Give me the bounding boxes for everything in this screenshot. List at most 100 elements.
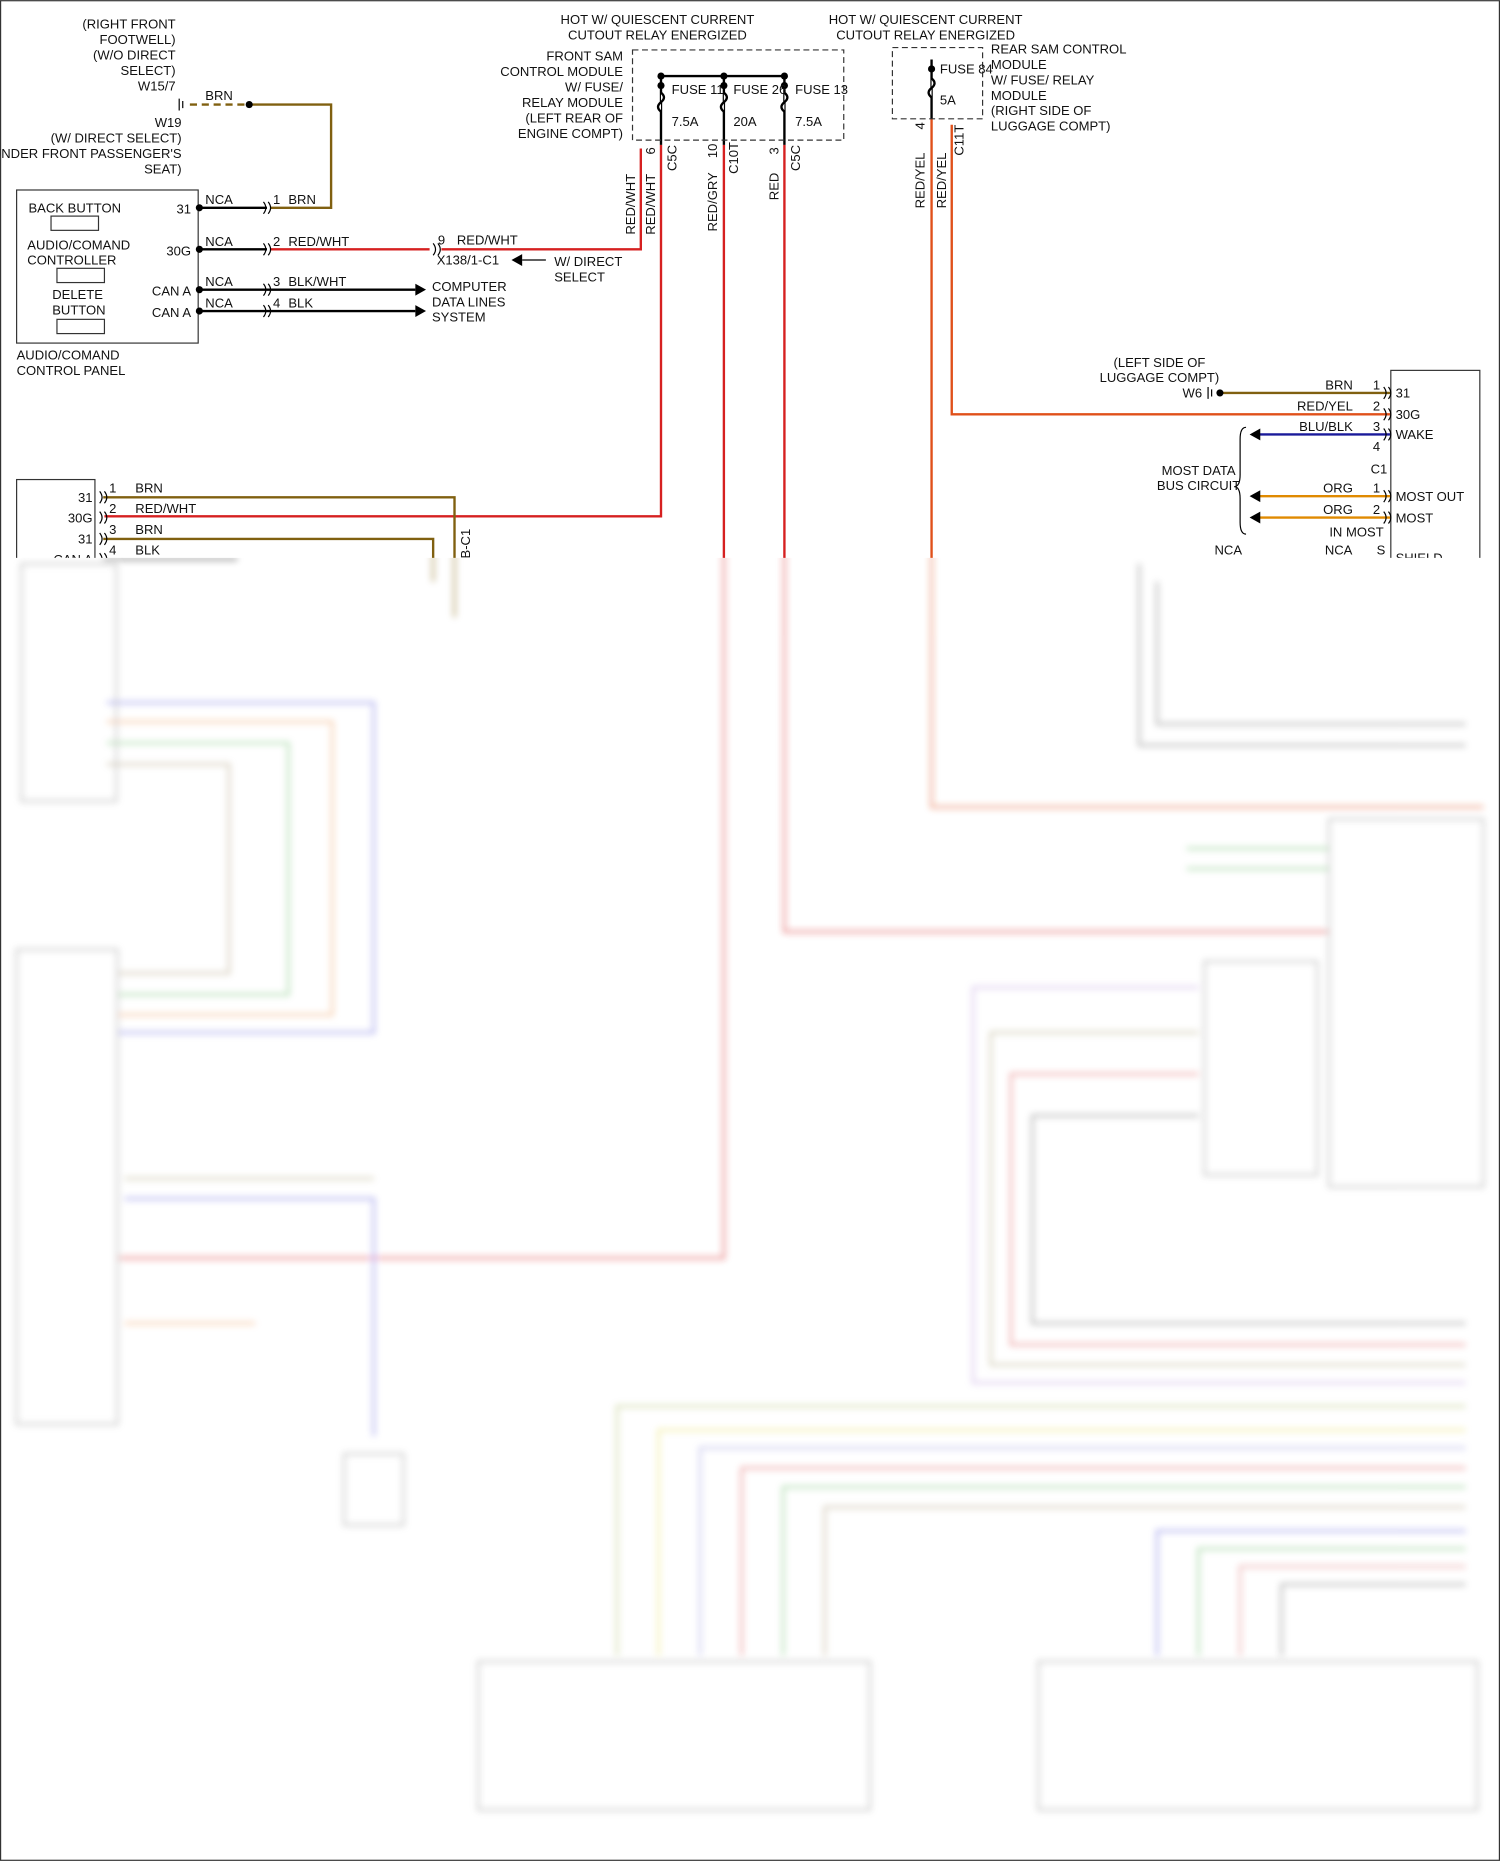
label: BLK xyxy=(288,295,313,310)
wire xyxy=(782,1485,1466,1656)
label: SYSTEM xyxy=(432,310,486,325)
label: UNDER FRONT PASSENGER'S xyxy=(0,146,182,161)
label: NCA xyxy=(205,295,233,310)
label: B-C1 xyxy=(458,529,473,559)
label: RED/GRY xyxy=(705,172,720,232)
wire xyxy=(1197,1547,1466,1656)
component-box xyxy=(343,1452,405,1526)
label: FOOTWELL) xyxy=(100,32,176,47)
bus-brace xyxy=(1234,426,1247,535)
label: (RIGHT FRONT xyxy=(82,17,175,32)
junction xyxy=(720,72,728,80)
junction xyxy=(195,204,203,212)
label: RED xyxy=(766,173,781,201)
label: BLK/WHT xyxy=(288,274,346,289)
label: RED/WHT xyxy=(623,174,638,235)
label: RED/WHT xyxy=(135,501,196,516)
label: NCA xyxy=(205,192,233,207)
connector-symbol xyxy=(99,511,108,524)
label: C11T xyxy=(952,125,967,156)
label: X138/1-C1 xyxy=(437,253,499,268)
junction xyxy=(657,82,665,90)
arrow xyxy=(415,283,427,296)
label: MOST OUT xyxy=(1396,489,1465,504)
wire xyxy=(1031,1114,1466,1325)
connector-symbol xyxy=(1383,407,1392,421)
ground-symbol xyxy=(178,98,184,111)
wire xyxy=(971,986,1466,1384)
label: MOST xyxy=(1396,510,1434,525)
wire xyxy=(1138,563,1466,747)
label: 30G xyxy=(1396,407,1421,422)
most-module-box xyxy=(1390,369,1481,558)
wire xyxy=(453,557,456,618)
component-box xyxy=(1037,1660,1479,1811)
label: AUDIO/COMAND xyxy=(27,237,130,252)
label: SELECT xyxy=(554,269,605,284)
label: 20A xyxy=(733,114,757,129)
wire xyxy=(124,1197,376,1437)
button-symbol xyxy=(56,318,106,335)
label: C10T xyxy=(726,142,741,174)
label: 7.5A xyxy=(672,114,699,129)
wire xyxy=(783,557,1330,933)
label: CONTROL PANEL xyxy=(17,363,126,378)
wire xyxy=(930,557,1484,809)
wire xyxy=(1238,1565,1466,1656)
label: (LEFT SIDE OF xyxy=(1114,355,1206,370)
label: (W/O DIRECT xyxy=(93,47,176,62)
label: 4 xyxy=(1373,439,1380,454)
component-box xyxy=(477,1660,871,1811)
wire xyxy=(106,701,376,1034)
label: BACK BUTTON xyxy=(28,201,121,216)
component-box xyxy=(1203,960,1319,1176)
label: 31 xyxy=(177,202,192,217)
label: FRONT SAM xyxy=(546,49,623,64)
connector-symbol xyxy=(262,304,272,318)
label: W6 xyxy=(1183,386,1203,401)
label: 2 xyxy=(109,501,116,516)
arrow xyxy=(511,254,523,266)
label: NCA xyxy=(205,274,233,289)
wire xyxy=(1155,581,1466,726)
wire xyxy=(106,763,231,975)
button-symbol xyxy=(56,267,106,284)
junction xyxy=(720,82,728,90)
wire xyxy=(823,1506,1466,1656)
label: RED/YEL xyxy=(912,153,927,209)
label: 2 xyxy=(273,234,280,249)
wire xyxy=(930,118,933,558)
connector-symbol xyxy=(99,552,108,558)
rear-sam-box xyxy=(891,46,984,120)
label: 30G xyxy=(166,243,191,258)
fuse-symbol xyxy=(927,77,936,99)
label: BRN xyxy=(1325,377,1353,392)
label: MODULE xyxy=(991,57,1047,72)
label: DELETE xyxy=(52,287,103,302)
label: HOT W/ QUIESCENT CURRENT xyxy=(829,12,1023,27)
connector-symbol xyxy=(1383,489,1392,503)
label: NCA xyxy=(1325,542,1353,557)
label: 31 xyxy=(78,490,93,505)
wire xyxy=(722,144,726,558)
arrow xyxy=(1249,490,1261,503)
junction xyxy=(780,82,788,90)
label: CONTROLLER xyxy=(27,253,116,268)
connector-symbol xyxy=(262,243,272,256)
label: W/ FUSE/ RELAY xyxy=(991,72,1095,87)
label: FUSE 84 xyxy=(940,62,993,77)
label: CUTOUT RELAY ENERGIZED xyxy=(836,27,1015,42)
fuse-symbol xyxy=(719,91,729,113)
label: 9 xyxy=(438,233,445,248)
wire xyxy=(950,124,1391,416)
wire xyxy=(118,557,726,1260)
lower-module-box xyxy=(16,478,96,558)
label: ORG xyxy=(1323,481,1353,496)
label: 1 xyxy=(1373,377,1380,392)
front-sam-box xyxy=(631,49,845,141)
junction xyxy=(1216,389,1224,397)
label: LUGGAGE COMPT) xyxy=(991,119,1111,134)
junction xyxy=(657,72,665,80)
